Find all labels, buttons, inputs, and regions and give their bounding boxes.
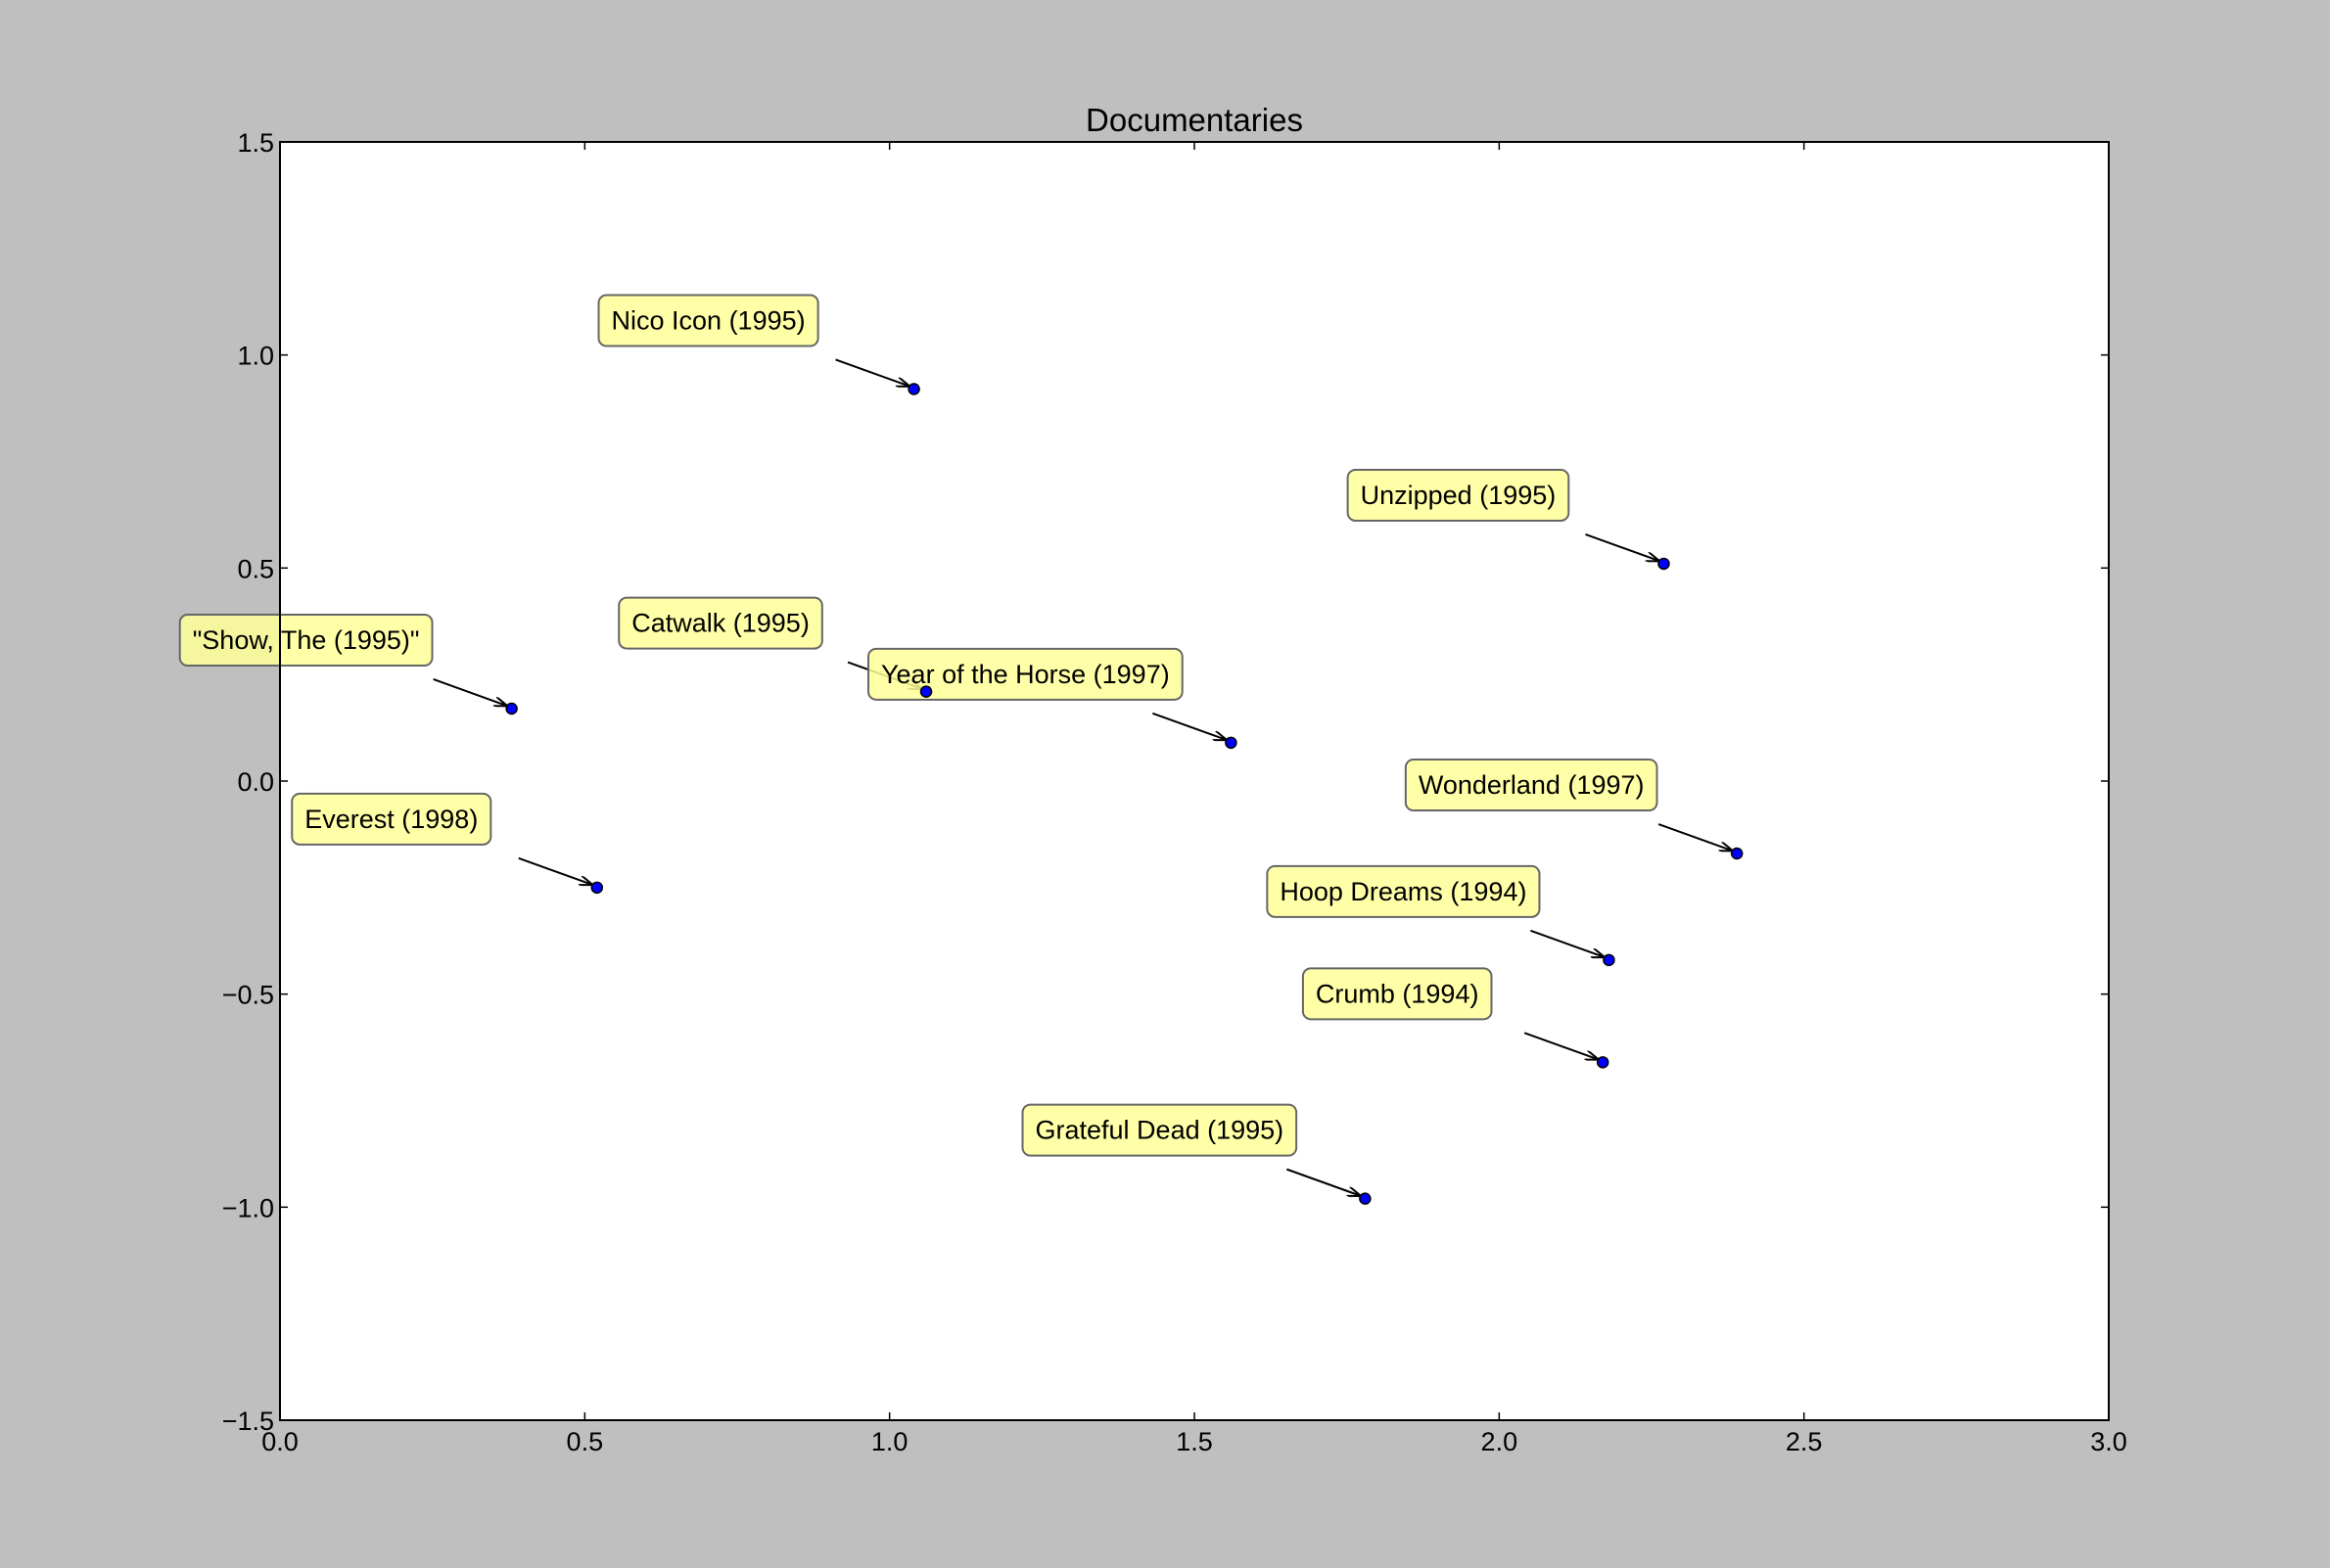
- annotation: Grateful Dead (1995): [1021, 1103, 1361, 1196]
- y-tick-label: −1.5: [222, 1407, 274, 1436]
- plot-area: [280, 142, 2109, 1420]
- annotation-box: [618, 596, 823, 650]
- annotation-box: [597, 294, 819, 347]
- x-tick-label: 1.0: [871, 1427, 909, 1456]
- annotation-arrow: [1657, 823, 1732, 851]
- data-point: [919, 685, 933, 698]
- annotation-box: [178, 613, 434, 667]
- annotation: "Show, The (1995)": [178, 613, 507, 706]
- annotation-label: Hoop Dreams (1994): [1280, 877, 1526, 906]
- annotation-box: [867, 647, 1184, 701]
- x-axis: 0.0 0.5 1.0 1.5 2.0 2.5 3.0: [261, 142, 2127, 1456]
- data-point: [908, 383, 920, 395]
- y-tick-label: −0.5: [222, 981, 274, 1010]
- annotation-box: [1021, 1103, 1298, 1157]
- data-point: [505, 702, 518, 715]
- annotation: Year of the Horse (1997): [867, 647, 1226, 740]
- annotation-label: Nico Icon (1995): [612, 305, 806, 335]
- annotation-box: [1346, 468, 1570, 522]
- annotation-arrow: [1585, 533, 1658, 561]
- data-point: [1225, 736, 1237, 750]
- annotation-box: [1266, 864, 1541, 918]
- annotation-box: [1404, 759, 1658, 812]
- x-tick-label: 0.5: [567, 1427, 604, 1456]
- annotation-label: Unzipped (1995): [1361, 481, 1557, 510]
- annotation: Everest (1998): [291, 792, 592, 885]
- chart-title: Documentaries: [1086, 102, 1303, 138]
- annotation-label: Grateful Dead (1995): [1036, 1116, 1284, 1145]
- annotation-arrow: [1286, 1168, 1360, 1196]
- y-axis: 1.5 1.0 0.5 0.0 −0.5 −1.0 −1.5: [222, 128, 2109, 1436]
- x-tick-label: 0.0: [261, 1427, 299, 1456]
- y-tick-label: −1.0: [222, 1193, 274, 1222]
- annotation: Hoop Dreams (1994): [1266, 864, 1604, 957]
- y-tick-label: 1.0: [237, 342, 274, 371]
- annotation-label: "Show, The (1995)": [193, 625, 420, 655]
- annotation-arrow: [1530, 929, 1604, 957]
- plot-frame: [279, 141, 2110, 1421]
- x-tick-label: 1.5: [1176, 1427, 1213, 1456]
- data-points: [505, 383, 1744, 1205]
- annotation-label: Catwalk (1995): [631, 609, 810, 638]
- data-point: [1657, 557, 1670, 571]
- annotation-arrow: [1523, 1032, 1598, 1059]
- annotation-label: Everest (1998): [304, 805, 478, 834]
- x-tick-label: 3.0: [2090, 1427, 2127, 1456]
- annotation: Catwalk (1995): [618, 596, 921, 689]
- annotation: Wonderland (1997): [1404, 759, 1732, 851]
- annotation-label: Wonderland (1997): [1419, 770, 1645, 800]
- x-tick-label: 2.5: [1786, 1427, 1823, 1456]
- annotation-arrow: [433, 678, 507, 706]
- data-point: [590, 881, 604, 895]
- y-tick-label: 0.0: [237, 767, 274, 797]
- annotation-label: Year of the Horse (1997): [881, 660, 1170, 689]
- annotations: Nico Icon (1995) Unzipped (1995) "Show, Th…: [178, 294, 1732, 1196]
- annotation-box: [1301, 967, 1493, 1021]
- data-point: [1596, 1056, 1609, 1069]
- x-tick-label: 2.0: [1481, 1427, 1518, 1456]
- y-tick-label: 0.5: [237, 554, 274, 583]
- data-point: [1603, 953, 1615, 967]
- data-point: [1359, 1192, 1372, 1205]
- y-tick-label: 1.5: [237, 128, 274, 158]
- data-point: [1730, 847, 1744, 860]
- annotation-label: Crumb (1994): [1316, 979, 1479, 1008]
- annotation: Nico Icon (1995): [597, 294, 909, 386]
- annotation-arrow: [835, 358, 909, 386]
- annotation: Crumb (1994): [1301, 967, 1598, 1059]
- annotation-arrow: [1152, 712, 1226, 740]
- annotation: Unzipped (1995): [1346, 468, 1659, 561]
- annotation-box: [291, 792, 492, 846]
- annotation-arrow: [518, 856, 592, 885]
